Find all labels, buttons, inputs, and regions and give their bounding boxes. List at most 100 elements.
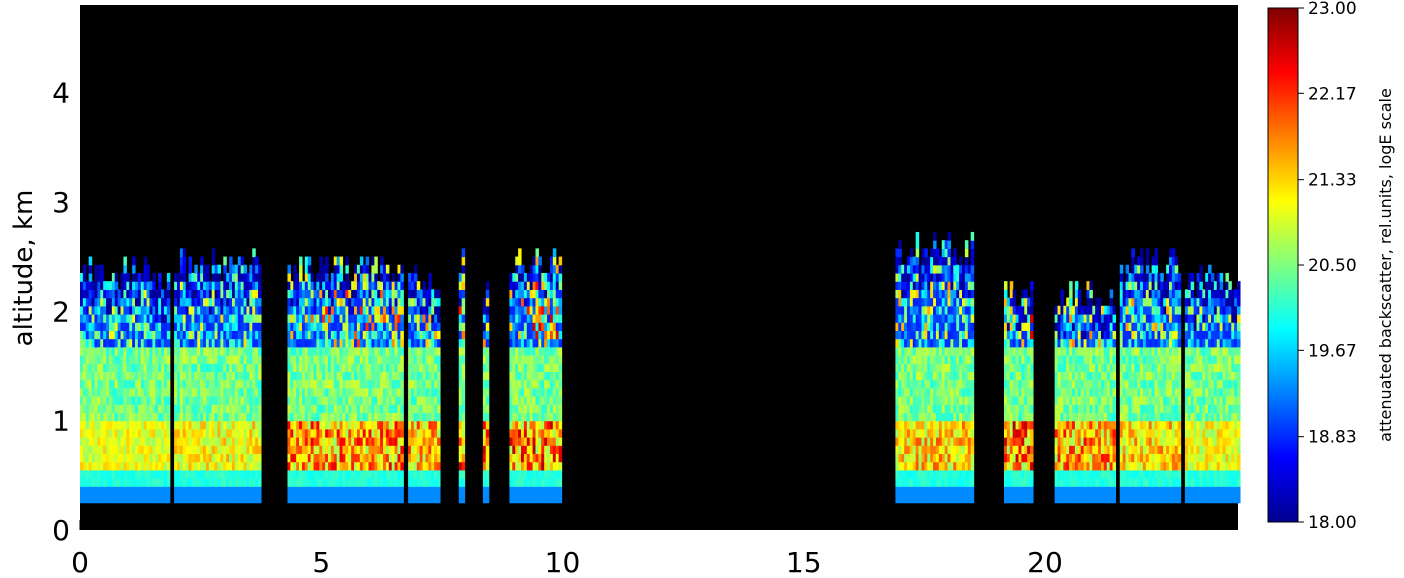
heatmap-cell <box>179 322 184 331</box>
heatmap-cell <box>362 387 367 397</box>
heatmap-cell <box>345 289 349 299</box>
heatmap-cell <box>188 469 193 479</box>
heatmap-cell <box>185 437 190 446</box>
heatmap-cell <box>255 469 259 479</box>
heatmap-cell <box>191 396 195 405</box>
heatmap-cell <box>234 305 239 315</box>
heatmap-cell <box>461 338 466 348</box>
heatmap-cell <box>1027 469 1031 479</box>
heatmap-cell <box>307 346 312 356</box>
heatmap-cell <box>482 396 487 405</box>
heatmap-cell <box>152 281 156 290</box>
heatmap-cell <box>941 313 946 323</box>
heatmap-cell <box>385 264 390 274</box>
heatmap-cell <box>307 478 312 487</box>
heatmap-cell <box>397 404 401 414</box>
heatmap-cell <box>1027 363 1031 372</box>
heatmap-cell <box>226 428 230 438</box>
heatmap-cell <box>226 478 230 487</box>
heatmap-cell <box>397 379 401 389</box>
heatmap-cell <box>1057 305 1062 315</box>
heatmap-cell <box>293 281 297 290</box>
heatmap-cell <box>108 305 113 315</box>
heatmap-cell <box>313 445 318 455</box>
heatmap-cell <box>319 305 323 315</box>
heatmap-cell <box>970 379 975 389</box>
heatmap-cell <box>114 404 119 414</box>
heatmap-cell <box>325 322 329 331</box>
heatmap-cell <box>918 305 923 315</box>
heatmap-cell <box>544 387 548 397</box>
heatmap-cell <box>166 371 171 381</box>
heatmap-cell <box>388 453 393 463</box>
heatmap-cell <box>422 469 427 479</box>
heatmap-cell <box>385 387 390 397</box>
heatmap-cell <box>416 322 421 331</box>
heatmap-cell <box>1012 428 1017 438</box>
heatmap-cell <box>152 330 156 340</box>
heatmap-cell <box>185 363 190 372</box>
heatmap-cell <box>176 404 181 414</box>
heatmap-cell <box>234 453 239 463</box>
heatmap-cell <box>541 420 545 430</box>
heatmap-cell <box>91 281 96 290</box>
heatmap-cell <box>425 437 429 446</box>
heatmap-cell <box>526 412 531 422</box>
heatmap-cell <box>947 272 952 282</box>
heatmap-cell <box>354 437 358 446</box>
heatmap-cell <box>535 445 539 455</box>
heatmap-cell <box>149 387 153 397</box>
heatmap-cell <box>912 256 917 266</box>
heatmap-cell <box>921 478 925 487</box>
heatmap-cell <box>901 387 905 397</box>
heatmap-cell <box>143 363 148 372</box>
heatmap-cell <box>425 379 429 389</box>
heatmap-cell <box>419 322 424 331</box>
heatmap-cell <box>374 469 378 479</box>
heatmap-cell <box>188 305 193 315</box>
heatmap-cell <box>203 330 207 340</box>
heatmap-cell <box>135 494 139 504</box>
heatmap-cell <box>515 469 519 479</box>
heatmap-cell <box>461 272 466 282</box>
heatmap-cell <box>428 338 432 348</box>
heatmap-cell <box>1015 396 1020 405</box>
heatmap-cell <box>143 338 148 348</box>
heatmap-cell <box>85 461 90 471</box>
heatmap-cell <box>179 379 184 389</box>
heatmap-cell <box>437 355 441 364</box>
heatmap-cell <box>220 371 224 381</box>
heatmap-cell <box>185 297 190 307</box>
heatmap-cell <box>921 289 925 299</box>
heatmap-cell <box>234 396 239 405</box>
heatmap-cell <box>509 461 513 471</box>
heatmap-cell <box>330 445 335 455</box>
heatmap-cell <box>941 256 946 266</box>
heatmap-cell <box>535 494 539 504</box>
heatmap-cell <box>179 486 184 496</box>
heatmap-cell <box>356 305 361 315</box>
heatmap-cell <box>200 412 204 422</box>
heatmap-cell <box>120 437 125 446</box>
heatmap-cell <box>529 371 534 381</box>
heatmap-cell <box>512 346 516 356</box>
heatmap-cell <box>518 297 522 307</box>
heatmap-cell <box>1018 453 1022 463</box>
heatmap-cell <box>359 404 364 414</box>
heatmap-cell <box>158 445 162 455</box>
heatmap-cell <box>194 346 198 356</box>
heatmap-cell <box>252 371 256 381</box>
heatmap-cell <box>88 412 93 422</box>
heatmap-cell <box>205 494 210 504</box>
heatmap-cell <box>351 371 355 381</box>
heatmap-cell <box>182 437 187 446</box>
heatmap-cell <box>97 396 101 405</box>
heatmap-cell <box>970 494 975 504</box>
heatmap-cell <box>140 272 145 282</box>
heatmap-cell <box>428 297 432 307</box>
heatmap-cell <box>526 313 531 323</box>
heatmap-cell <box>549 338 554 348</box>
heatmap-cell <box>111 338 116 348</box>
heatmap-cell <box>1024 461 1028 471</box>
heatmap-cell <box>166 363 171 372</box>
